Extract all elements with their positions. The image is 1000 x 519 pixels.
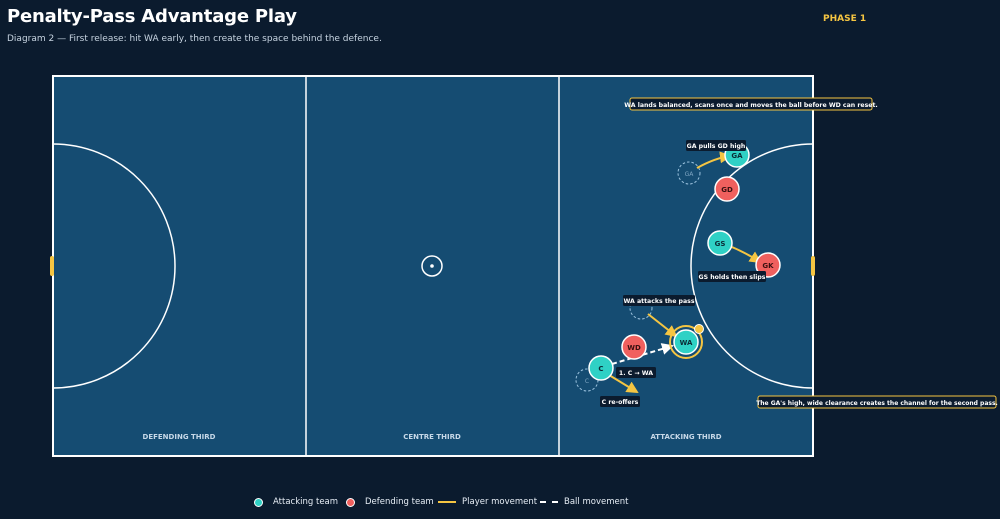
legend-player-movement-label: Player movement (462, 497, 538, 507)
ball-pass-arrow (611, 343, 674, 365)
player-movement-line-icon (438, 501, 456, 503)
attacking-team-swatch-icon (254, 497, 263, 507)
legend-ball-movement: Ball movement (540, 497, 628, 507)
ball-icon (694, 324, 704, 334)
annotation-wa-attacks-text: WA attacks the pass (623, 298, 694, 305)
c-movement-arrow (608, 374, 639, 394)
shooting-circle-right (690, 143, 813, 389)
player-wa: WA (669, 324, 704, 359)
annotation-c-reoffers: C re-offers (600, 396, 640, 407)
player-gk-label: GK (762, 262, 774, 270)
goal-post-right (811, 256, 815, 276)
page-subtitle: Diagram 2 — First release: hit WA early,… (7, 34, 382, 44)
player-gs: GS (707, 230, 733, 256)
third-label-defending: DEFENDING THIRD (143, 433, 216, 441)
shooting-circle-left (53, 143, 176, 389)
defending-team-swatch-icon (346, 497, 355, 507)
legend-defending-label: Defending team (365, 497, 434, 507)
player-gd-label: GD (721, 186, 733, 194)
annotation-gs-holds-text: GS holds then slips (699, 274, 766, 281)
annotation-ga-pulls-text: GA pulls GD high (687, 143, 746, 150)
third-label-attacking: ATTACKING THIRD (650, 433, 721, 441)
wa-movement-arrow (647, 313, 678, 338)
annotation-ga-clearance-text: The GA's high, wide clearance creates th… (756, 400, 998, 407)
legend-ball-movement-label: Ball movement (564, 497, 629, 507)
ball-movement-line-icon (540, 501, 558, 503)
player-wa-highlight-ring (669, 325, 703, 359)
player-c: C (588, 355, 614, 381)
player-c-token (588, 355, 614, 381)
goal-post-left (50, 256, 54, 276)
annotation-wa-lands-text: WA lands balanced, scans once and moves … (624, 102, 878, 109)
annotation-pass: 1. C → WA (616, 367, 656, 378)
phase-label: PHASE 1 (823, 14, 867, 24)
page-title: Penalty-Pass Advantage Play (7, 6, 297, 27)
player-wa-token (673, 329, 699, 355)
legend-defending: Defending team (346, 497, 434, 507)
c-start-label: C (585, 378, 589, 385)
player-wd-token (621, 334, 647, 360)
legend-player-movement: Player movement (438, 497, 537, 507)
player-gd-token (714, 176, 740, 202)
player-gs-token (707, 230, 733, 256)
annotation-wa-attacks: WA attacks the pass (623, 295, 695, 306)
annotation-pass-text: 1. C → WA (619, 370, 653, 377)
player-wd: WD (621, 334, 647, 360)
legend-attacking-label: Attacking team (273, 497, 339, 507)
player-c-label: C (598, 365, 603, 373)
player-wd-label: WD (627, 344, 641, 352)
annotation-ga-clearance: The GA's high, wide clearance creates th… (756, 395, 998, 409)
player-wa-label: WA (680, 339, 693, 347)
player-gd: GD (714, 176, 740, 202)
third-label-centre: CENTRE THIRD (403, 433, 461, 441)
legend: Attacking team Defending team Player mov… (0, 497, 1000, 513)
legend-attacking: Attacking team (254, 497, 338, 507)
annotation-ga-pulls: GA pulls GD high (686, 140, 746, 151)
ga-start-marker (677, 161, 701, 185)
annotation-wa-lands: WA lands balanced, scans once and moves … (624, 97, 878, 111)
annotation-c-reoffers-text: C re-offers (602, 399, 639, 406)
player-ga-label: GA (731, 152, 743, 160)
player-gs-label: GS (715, 240, 726, 248)
annotation-gs-holds: GS holds then slips (698, 271, 766, 282)
centre-circle (421, 255, 443, 277)
ga-start-label: GA (685, 171, 695, 178)
centre-dot (430, 264, 434, 268)
